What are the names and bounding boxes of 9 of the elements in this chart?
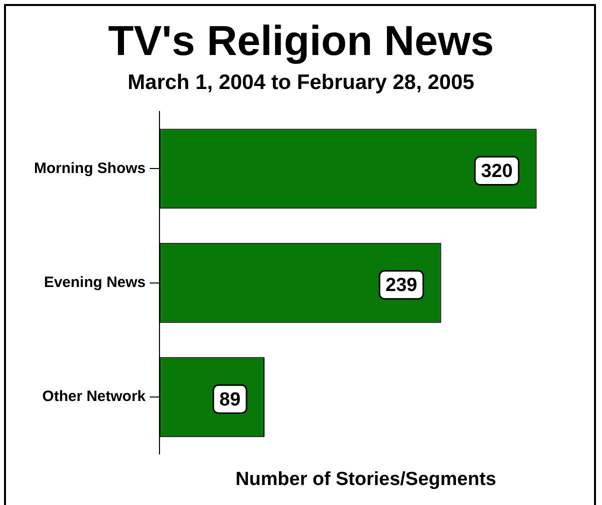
y-tick-label: Evening News bbox=[44, 274, 146, 292]
chart-title: TV's Religion News bbox=[108, 16, 494, 64]
data-label: 239 bbox=[386, 275, 418, 296]
x-axis-title: Number of Stories/Segments bbox=[235, 468, 496, 490]
data-label: 320 bbox=[480, 160, 513, 182]
y-tick-label: Morning Shows bbox=[34, 160, 146, 177]
chart-subtitle: March 1, 2004 to February 28, 2005 bbox=[128, 70, 475, 94]
data-label: 89 bbox=[219, 389, 241, 410]
y-tick-label: Other Network bbox=[42, 388, 146, 406]
